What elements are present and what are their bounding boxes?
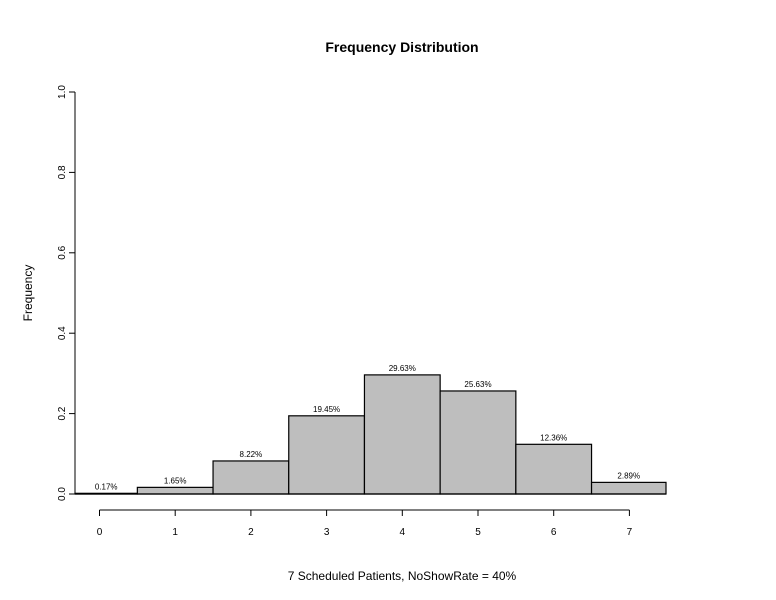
- data-label-4: 29.63%: [389, 364, 416, 373]
- x-tick-label: 1: [172, 527, 178, 538]
- y-tick-label: 0.8: [57, 165, 68, 179]
- data-label-3: 19.45%: [313, 405, 340, 414]
- data-label-0: 0.17%: [95, 482, 118, 491]
- x-axis: 0 1 2 3 4 5 6 7: [97, 509, 633, 538]
- y-tick-label: 1.0: [57, 85, 68, 99]
- data-label-2: 8.22%: [240, 450, 263, 459]
- data-label-6: 12.36%: [540, 433, 567, 442]
- y-tick-label: 0.6: [57, 245, 68, 259]
- bar-5: [439, 390, 517, 495]
- x-tick-label: 5: [475, 527, 481, 538]
- data-label-5: 25.63%: [464, 380, 491, 389]
- y-tick-label: 0.4: [57, 326, 68, 340]
- bar-3: [288, 415, 366, 495]
- x-tick-label: 0: [97, 527, 103, 538]
- y-axis-label: Frequency: [21, 265, 35, 322]
- x-tick-label: 7: [627, 527, 633, 538]
- bar-6: [515, 443, 593, 495]
- chart-title: Frequency Distribution: [325, 39, 478, 55]
- data-label-1: 1.65%: [164, 476, 187, 485]
- y-tick-label: 0.0: [57, 487, 68, 501]
- y-tick-label: 0.2: [57, 406, 68, 420]
- x-tick-label: 3: [324, 527, 330, 538]
- data-label-7: 2.89%: [617, 471, 640, 480]
- bar-7: [590, 481, 667, 495]
- x-tick-label: 6: [551, 527, 557, 538]
- bar-2: [212, 460, 290, 495]
- bar-1: [136, 486, 214, 495]
- x-tick-label: 4: [400, 527, 406, 538]
- x-tick-label: 2: [248, 527, 254, 538]
- bar-4: [363, 374, 441, 495]
- y-axis: 0.0 0.2 0.4 0.6 0.8 1.0: [57, 85, 666, 501]
- x-axis-label: 7 Scheduled Patients, NoShowRate = 40%: [288, 569, 517, 583]
